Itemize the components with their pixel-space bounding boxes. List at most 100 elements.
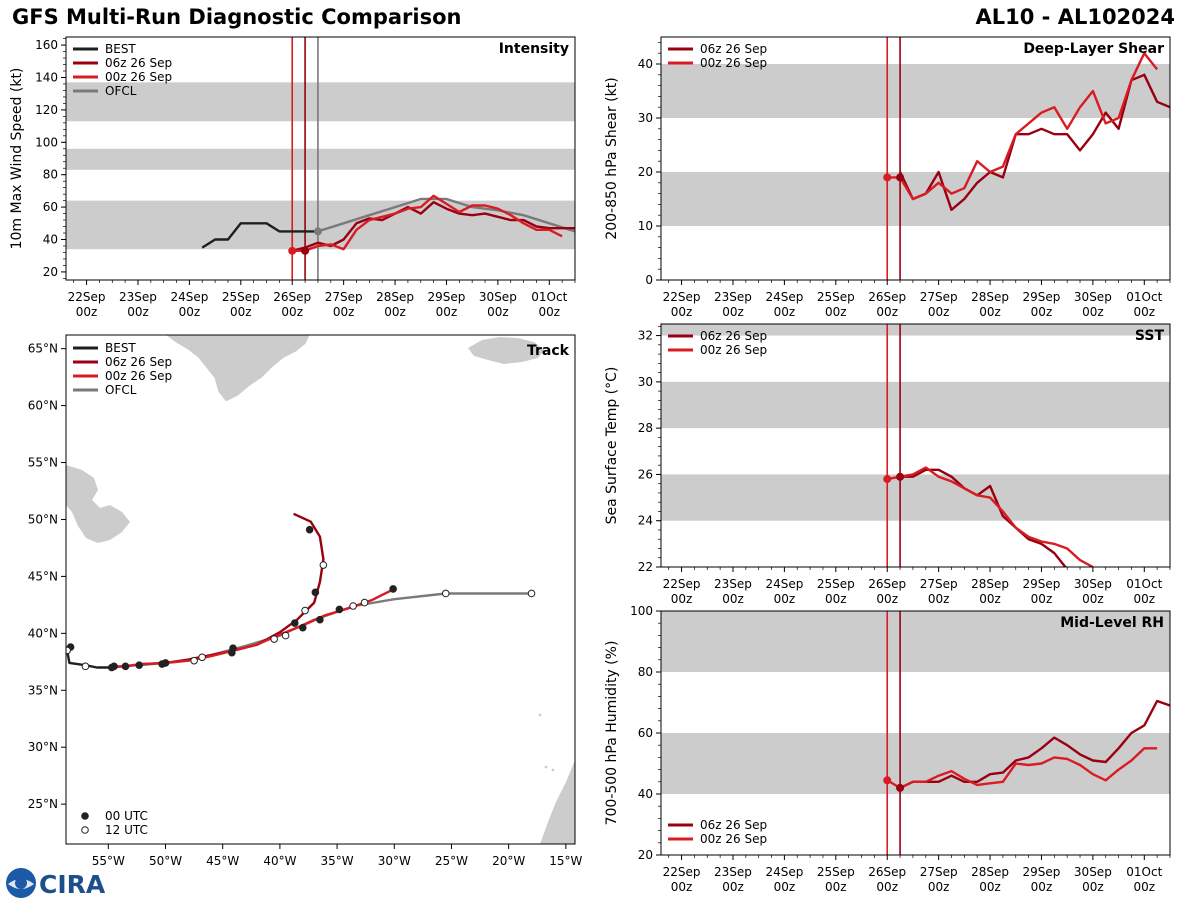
x-tick-label-hour: 00z [384,305,406,319]
x-tick-label-date: 26Sep [273,290,311,304]
track-point-00utc [121,662,130,671]
newfoundland-land [66,465,130,543]
x-tick-label-hour: 00z [825,305,847,319]
series-line-run06 [899,73,1170,211]
x-tick-label-date: 30Sep [1074,577,1112,591]
y-axis-label: 10m Max Wind Speed (kt) [9,68,25,250]
track-point-00utc [335,605,344,614]
x-tick-label-hour: 00z [825,592,847,606]
logo-text: CIRA [39,870,106,899]
lon-tick-label: 55°W [92,854,125,868]
x-tick-label-hour: 00z [825,880,847,894]
panel-title: Intensity [499,41,569,57]
x-tick-label-hour: 00z [774,880,796,894]
x-tick-label-date: 26Sep [868,290,906,304]
legend-label: 06z 26 Sep [700,329,767,343]
legend-label: 06z 26 Sep [105,355,172,369]
y-tick-label: 20 [638,165,653,179]
x-tick-label-date: 23Sep [119,290,157,304]
y-axis-label: 700-500 hPa Humidity (%) [604,641,620,826]
y-tick-label: 22 [638,560,653,574]
legend-label: 06z 26 Sep [105,56,172,70]
axes-frame [65,36,576,281]
shear-panel: 01020304022Sep00z23Sep00z24Sep00z25Sep00… [604,36,1171,319]
track-point-00utc [229,644,237,652]
x-tick-label-hour: 00z [979,880,1001,894]
y-tick-label: 40 [638,787,653,801]
axes-frame [65,334,576,845]
island-dot [551,768,555,772]
x-tick-label-date: 24Sep [765,290,803,304]
track-point-00utc [389,585,397,593]
x-tick-label-hour: 00z [1082,305,1104,319]
x-tick-label-hour: 00z [487,305,509,319]
noaa-inner-icon [15,877,27,889]
series-marker-run06 [896,472,905,481]
y-tick-label: 32 [638,329,653,343]
axes-frame [660,323,1171,568]
threshold-band [66,148,575,170]
y-axis-label: 200-850 hPa Shear (kt) [604,77,620,239]
y-tick-label: 40 [43,233,58,247]
x-tick-label-hour: 00z [1031,305,1053,319]
threshold-band [661,324,1170,336]
legend-label: OFCL [105,383,137,397]
x-tick-label-date: 23Sep [714,865,752,879]
x-tick-label-date: 27Sep [920,577,958,591]
x-tick-label-hour: 00z [1031,880,1053,894]
lat-tick-label: 60°N [28,399,58,413]
series-marker-run06 [301,246,310,255]
x-tick-label-date: 25Sep [817,865,855,879]
y-tick-label: 80 [638,665,653,679]
y-tick-label: 20 [638,848,653,862]
cira-logo: CIRA [6,868,106,899]
x-tick-label-date: 30Sep [479,290,517,304]
island-dot [538,713,542,717]
x-tick-label-hour: 00z [722,880,744,894]
lat-tick-label: 25°N [28,797,58,811]
y-tick-label: 100 [630,604,653,618]
series-marker-run00 [883,776,892,785]
marker-legend-label: 00 UTC [105,809,148,823]
threshold-band [661,64,1170,118]
y-tick-label: 20 [43,265,58,279]
x-tick-label-date: 25Sep [222,290,260,304]
lon-tick-label: 45°W [206,854,239,868]
x-tick-label-hour: 00z [1134,592,1156,606]
x-tick-label-hour: 00z [979,305,1001,319]
x-tick-label-hour: 00z [230,305,252,319]
lon-tick-label: 40°W [263,854,296,868]
x-tick-label-hour: 00z [179,305,201,319]
x-tick-label-date: 01Oct [1126,577,1162,591]
x-tick-label-hour: 00z [876,880,898,894]
track-point-12utc [81,662,90,671]
track-line-ofcl [139,592,532,667]
x-tick-label-date: 23Sep [714,577,752,591]
x-tick-label-date: 29Sep [1023,290,1061,304]
x-tick-label-hour: 00z [979,592,1001,606]
track-point-00utc [311,588,320,597]
x-tick-label-hour: 00z [1082,592,1104,606]
y-tick-label: 40 [638,57,653,71]
x-tick-label-hour: 00z [281,305,303,319]
y-tick-label: 30 [638,111,653,125]
legend-label: 06z 26 Sep [700,42,767,56]
iceland-land [468,337,544,364]
x-tick-label-date: 29Sep [1023,577,1061,591]
axes-frame [660,36,1171,281]
legend-label: BEST [105,341,136,355]
x-tick-label-hour: 00z [1082,880,1104,894]
series-line-run06 [291,201,575,252]
y-tick-label: 28 [638,421,653,435]
y-tick-label: 80 [43,168,58,182]
legend-label: 00z 26 Sep [700,832,767,846]
y-tick-label: 10 [638,219,653,233]
legend-marker-00utc [81,812,89,820]
x-tick-label-hour: 00z [876,305,898,319]
x-tick-label-date: 22Sep [663,577,701,591]
track-point-00utc [107,663,116,672]
y-tick-label: 26 [638,467,653,481]
intensity-panel: 2040608010012014016022Sep00z23Sep00z24Se… [9,36,576,319]
track-point-00utc [298,623,307,632]
x-tick-label-date: 27Sep [325,290,363,304]
